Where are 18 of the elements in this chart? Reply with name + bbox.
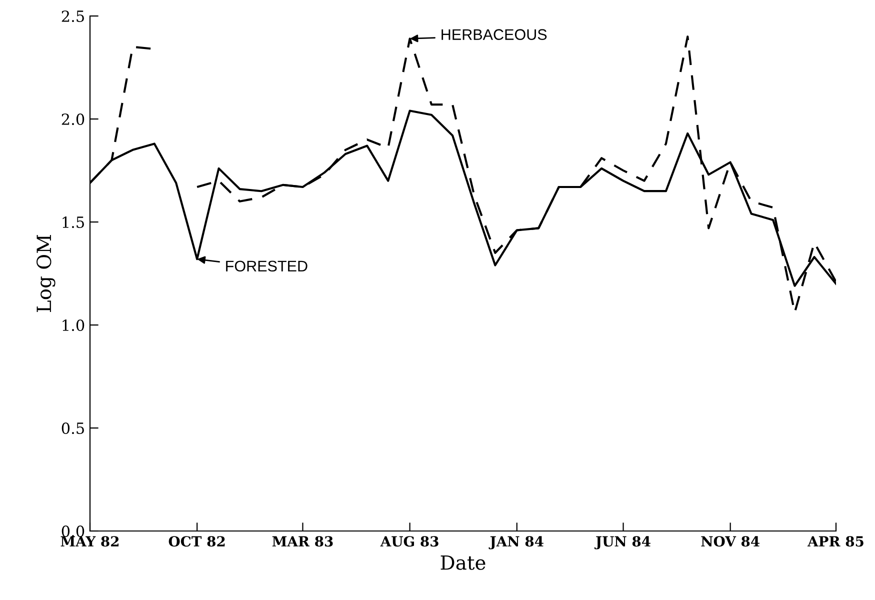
x-tick-label: OCT 82	[168, 536, 225, 547]
y-tick-label: 2.5	[62, 10, 84, 22]
x-tick-label: JUN 84	[594, 536, 650, 550]
x-tick-label: NOV 84	[701, 536, 760, 547]
y-tick-label: 1.0	[62, 319, 84, 332]
y-axis-title: Log OM	[36, 234, 56, 312]
x-tick-label: MAY 82	[60, 536, 119, 547]
y-tick-label: 2.0	[62, 113, 84, 126]
x-tick-label: APR 85	[807, 536, 864, 547]
y-tick-label: 0.0	[62, 525, 84, 538]
y-tick-label: 1.5	[62, 216, 84, 228]
x-tick-label: AUG 83	[380, 536, 438, 547]
x-axis-title: Date	[440, 555, 486, 570]
x-tick-label: JAN 84	[488, 536, 544, 550]
annotation: FORESTED	[226, 260, 308, 272]
x-tick-label: MAR 83	[272, 536, 333, 547]
annotation: HERBACEOUS	[442, 29, 547, 40]
y-tick-label: 0.5	[62, 422, 84, 434]
